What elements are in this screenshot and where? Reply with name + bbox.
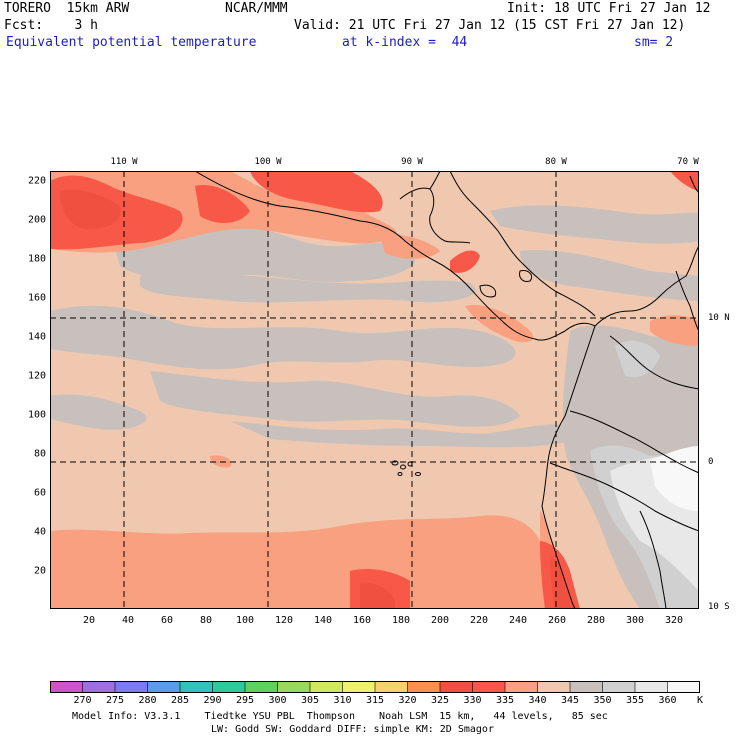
colorbar-swatch [50,681,84,693]
x-tick: 300 [625,615,645,626]
colorbar-label: 325 [430,695,450,706]
colorbar-swatch [342,681,376,693]
colorbar-label: 320 [398,695,417,706]
y-tick: 20 [33,565,46,577]
map-frame [50,171,699,609]
colorbar-label: 280 [138,695,157,706]
colorbar-unit: K [696,695,704,706]
y-tick: 60 [33,487,46,499]
x-tick: 160 [352,615,372,626]
y-tick: 120 [27,370,46,382]
colorbar-swatch [114,681,149,693]
colorbar-swatch [439,681,474,693]
colorbar-label: 295 [235,695,255,706]
lat-label-0: 0 [708,457,714,467]
lat-label-10s: 10 S [708,602,730,612]
x-tick: 260 [547,615,567,626]
colorbar-swatch [82,681,116,693]
colorbar-swatch [602,681,636,693]
colorbar-label: 345 [560,695,580,706]
colorbar-swatch [212,681,246,693]
model-info: Model Info: V3.3.1 Tiedtke YSU PBL Thomp… [72,711,608,722]
colorbar-label: 350 [593,695,612,706]
colorbar-swatch [407,681,441,693]
colorbar-swatch [537,681,571,693]
coastlines [194,171,699,609]
colorbar-label: 270 [73,695,92,706]
x-tick: 240 [508,615,528,626]
colorbar-swatch [569,681,604,693]
y-tick: 100 [27,409,46,421]
lon-label-100w: 100 W [254,157,282,167]
x-tick: 280 [586,615,606,626]
y-tick: 140 [27,331,46,343]
colorbar [50,681,700,693]
level-label: at k-index = 44 [342,35,468,50]
colorbar-swatch [634,681,669,693]
graticule [50,171,699,609]
colorbar-label: 310 [333,695,352,706]
colorbar-label: 290 [203,695,222,706]
init-time: Init: 18 UTC Fri 27 Jan 12 [507,1,711,16]
colorbar-label: 315 [365,695,385,706]
lon-label-80w: 80 W [545,157,567,167]
physics-info: LW: Godd SW: Goddard DIFF: simple KM: 2D… [211,724,494,735]
colorbar-label: 355 [625,695,645,706]
colorbar-label: 330 [463,695,482,706]
colorbar-swatch [244,681,279,693]
colorbar-swatch [277,681,311,693]
colorbar-label: 285 [170,695,190,706]
center-label: NCAR/MMM [225,1,288,16]
lat-label-10n: 10 N [708,313,730,323]
colorbar-swatch [147,681,181,693]
forecast-hour: Fcst: 3 h [4,18,98,33]
y-tick: 220 [27,175,46,187]
colorbar-frame [50,681,700,693]
x-tick: 40 [121,615,135,626]
x-tick: 80 [199,615,213,626]
x-tick: 120 [274,615,294,626]
theta-e-map [50,171,699,609]
lon-label-110w: 110 W [110,157,138,167]
model-title: TORERO 15km ARW [4,1,130,16]
smoothing-label: sm= 2 [634,35,674,50]
x-tick: 320 [664,615,684,626]
colorbar-swatch [472,681,506,693]
colorbar-swatch [504,681,539,693]
y-tick: 80 [33,448,46,460]
colorbar-label: 335 [495,695,515,706]
y-tick: 160 [27,292,46,304]
x-tick: 180 [391,615,411,626]
colorbar-label: 300 [268,695,287,706]
lon-label-90w: 90 W [401,157,423,167]
y-tick: 200 [27,214,46,226]
x-tick: 60 [160,615,174,626]
x-tick: 140 [313,615,333,626]
colorbar-swatch [309,681,344,693]
x-tick: 20 [82,615,96,626]
colorbar-swatch [179,681,214,693]
y-tick: 40 [33,526,46,538]
y-tick: 180 [27,253,46,265]
colorbar-label: 275 [105,695,125,706]
valid-time: Valid: 21 UTC Fri 27 Jan 12 (15 CST Fri … [294,18,686,33]
x-tick: 100 [235,615,255,626]
colorbar-swatch [667,681,700,693]
colorbar-swatch [374,681,409,693]
colorbar-label: 360 [658,695,677,706]
x-tick: 220 [469,615,489,626]
lon-label-70w: 70 W [677,157,699,167]
galapagos-islands [391,460,421,476]
colorbar-label: 305 [300,695,320,706]
colorbar-label: 340 [528,695,547,706]
gray-field-regions [50,205,699,448]
field-name: Equivalent potential temperature [6,35,257,50]
x-tick: 200 [430,615,450,626]
